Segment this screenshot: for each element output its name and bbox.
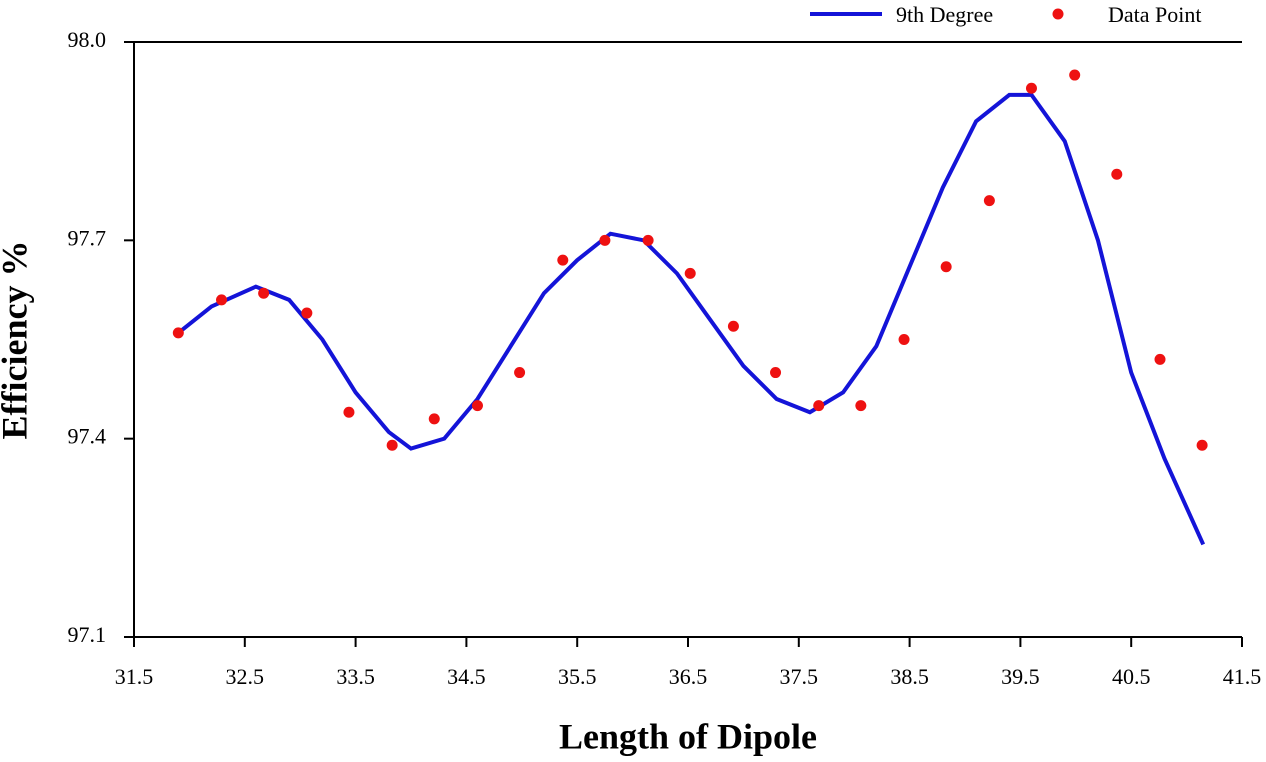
x-tick-label: 40.5 (1112, 664, 1151, 689)
data-point (898, 334, 910, 345)
x-tick-label: 32.5 (226, 664, 265, 689)
data-point (684, 267, 696, 279)
data-point (216, 294, 228, 306)
data-point (1025, 82, 1037, 94)
data-point (301, 307, 313, 319)
data-point (1111, 168, 1123, 180)
y-tick-label: 97.7 (68, 225, 107, 250)
data-point (1196, 439, 1208, 451)
x-tick-label: 35.5 (558, 664, 597, 689)
data-point (386, 439, 398, 451)
x-axis-title: Length of Dipole (559, 716, 817, 756)
fit-line (177, 92, 1206, 546)
data-point (940, 261, 952, 273)
data-point (813, 400, 825, 412)
data-point (514, 367, 526, 379)
x-tick-label: 38.5 (890, 664, 929, 689)
data-point (343, 406, 355, 418)
data-point (258, 287, 270, 299)
legend-label: 9th Degree (896, 2, 993, 27)
x-tick-label: 41.5 (1223, 664, 1262, 689)
data-point (1154, 353, 1166, 365)
data-point (471, 400, 483, 412)
x-tick-label: 37.5 (780, 664, 819, 689)
y-tick-label: 97.1 (68, 622, 107, 647)
data-point (599, 234, 611, 246)
data-point (855, 400, 867, 412)
data-point (428, 413, 440, 425)
data-point (172, 327, 184, 339)
x-tick-label: 39.5 (1001, 664, 1040, 689)
data-point (770, 367, 782, 379)
data-point (1069, 69, 1081, 81)
x-tick-label: 34.5 (447, 664, 486, 689)
x-tick-label: 31.5 (115, 664, 154, 689)
data-point (983, 195, 995, 207)
legend-swatch (1052, 8, 1064, 20)
y-axis-title: Efficiency % (0, 241, 34, 440)
legend-label: Data Point (1108, 2, 1202, 27)
x-tick-label: 36.5 (669, 664, 708, 689)
y-tick-label: 97.4 (68, 424, 107, 449)
x-tick-label: 33.5 (336, 664, 375, 689)
data-point (727, 320, 739, 332)
data-point (642, 234, 654, 246)
data-point (557, 254, 569, 266)
y-tick-label: 98.0 (68, 27, 107, 52)
